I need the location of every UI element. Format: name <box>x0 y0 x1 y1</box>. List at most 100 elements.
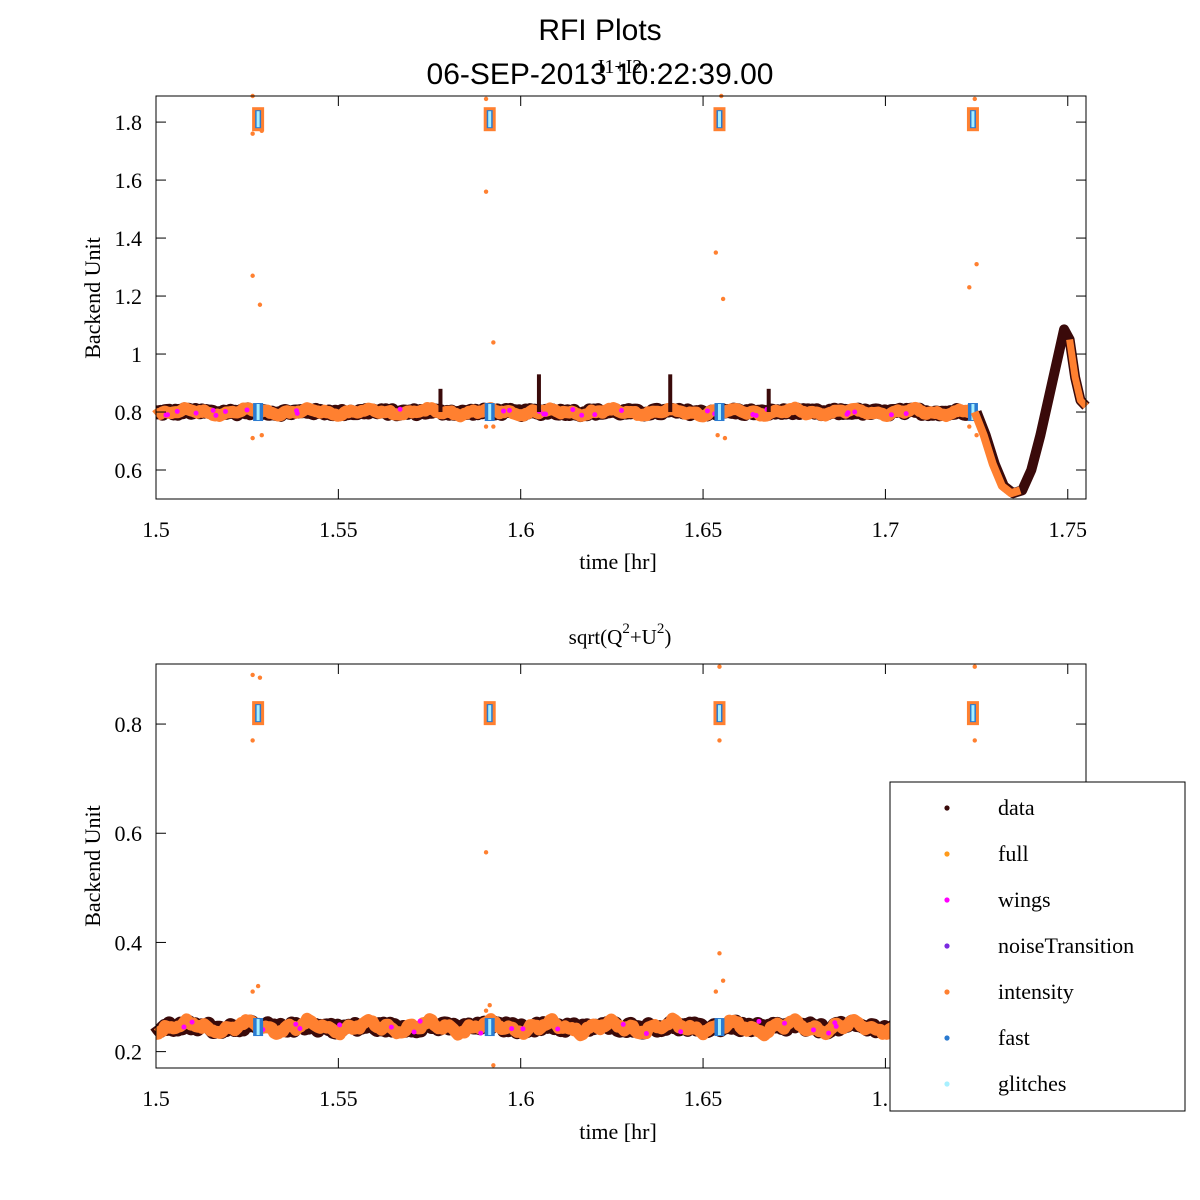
top-intensity-outlier <box>483 189 489 194</box>
top-ytick-label: 1.4 <box>115 226 143 251</box>
legend: data full wings noiseTransition intensity fas… <box>889 781 1186 1112</box>
top-wings-point <box>543 411 549 417</box>
bottom-intensity-outlier <box>487 1003 492 1008</box>
bottom-wings-point <box>782 1020 788 1026</box>
top-wings-point <box>753 412 759 418</box>
legend-marker-full <box>944 851 950 857</box>
top-intensity-outlier <box>491 340 496 345</box>
top-cal-low-glitches <box>256 404 260 421</box>
bottom-intensity-outlier <box>250 989 255 994</box>
top-xtick-label: 1.7 <box>872 517 900 542</box>
top-intensity-outlier <box>491 424 496 429</box>
bottom-intensity-outlier <box>717 951 722 956</box>
bottom-wings-point <box>417 1018 423 1024</box>
legend-marker-glitches <box>944 1081 950 1087</box>
legend-marker-fast <box>944 1035 950 1041</box>
bottom-wings-point <box>388 1024 394 1030</box>
bottom-cal-high-glitches <box>717 705 721 722</box>
bottom-xtick-label: 1.55 <box>319 1086 358 1111</box>
top-intensity-outlier <box>250 273 255 278</box>
top-wings-point <box>294 410 300 416</box>
top-intensity-outlier <box>722 435 728 441</box>
figure-title: RFI Plots <box>538 14 661 47</box>
legend-box <box>889 781 1186 1112</box>
top-cal-low-glitches <box>971 404 975 421</box>
bottom-intensity-outlier <box>717 738 722 743</box>
bottom-intensity-outlier <box>255 983 261 989</box>
bottom-wings-point <box>181 1024 187 1030</box>
top-ytick-label: 1.8 <box>115 110 143 135</box>
bottom-ytick-label: 0.8 <box>115 712 143 737</box>
top-wings-point <box>570 407 576 413</box>
top-wings-point <box>163 412 169 418</box>
bottom-cal-high-glitches <box>256 705 260 722</box>
top-wings-point <box>244 407 250 413</box>
top-intensity-outlier <box>720 296 726 302</box>
bottom-xtick-label: 1.65 <box>684 1086 723 1111</box>
panel-bottom-title: sqrt(Q2+U2) <box>569 621 672 649</box>
bottom-intensity-outlier <box>972 664 977 669</box>
bottom-cal-high-glitches <box>488 705 492 722</box>
top-xtick-label: 1.55 <box>319 517 358 542</box>
bottom-ytick-label: 0.6 <box>115 821 143 846</box>
top-intensity-band <box>152 401 981 423</box>
bottom-wings-point <box>509 1026 515 1032</box>
bottom-cal-low-glitches <box>488 1019 492 1036</box>
top-intensity-outlier <box>250 435 255 441</box>
top-ytick-label: 1.2 <box>115 284 143 309</box>
bottom-wings-point <box>520 1026 526 1032</box>
top-drift-intensity <box>970 410 1022 498</box>
bottom-xtick-label: 1.6 <box>507 1086 535 1111</box>
top-wings-point <box>903 411 909 417</box>
top-cal-low-glitches <box>488 404 492 421</box>
top-intensity-outlier <box>713 250 719 255</box>
top-wings-point <box>397 406 403 412</box>
top-wings-point <box>174 408 180 414</box>
legend-label-glitches: glitches <box>998 1071 1066 1096</box>
panel-bottom-xlabel: time [hr] <box>579 1119 657 1144</box>
panel-top-ylabel: Backend Unit <box>80 237 105 359</box>
top-ytick-label: 0.6 <box>115 458 143 483</box>
legend-label-full: full <box>998 841 1029 866</box>
bottom-ytick-label: 0.4 <box>115 930 143 955</box>
bottom-intensity-outlier <box>257 675 263 680</box>
legend-marker-data <box>944 805 950 811</box>
top-intensity-outlier <box>257 302 263 307</box>
top-wings-point <box>888 412 894 418</box>
bottom-intensity-outlier <box>250 672 255 678</box>
bottom-cal-low-glitches <box>717 1019 721 1036</box>
bottom-wings-point <box>297 1025 303 1031</box>
legend-marker-noiseTransition <box>944 943 950 949</box>
top-wings-point <box>213 412 219 418</box>
panel-top: I1+I2 1.5 1.55 1.6 1.65 1.7 1.75 0.6 0.8 1 1.2 1.4… <box>80 56 1090 574</box>
bottom-cal-high-glitches <box>971 705 975 722</box>
bottom-wings-point <box>643 1031 649 1037</box>
top-cal-high-glitches <box>717 111 721 128</box>
top-wings-point <box>618 407 624 413</box>
bottom-wings-point <box>756 1018 762 1024</box>
top-intensity-outlier <box>259 128 264 133</box>
legend-label-data: data <box>998 795 1035 820</box>
top-wings-point <box>845 410 851 416</box>
legend-marker-wings <box>944 897 950 903</box>
top-ytick-label: 0.8 <box>115 400 143 425</box>
top-cal-high-glitches <box>488 111 492 128</box>
top-wings-point <box>193 410 199 416</box>
bottom-intensity-outlier <box>250 738 255 743</box>
top-intensity-outlier <box>967 285 972 290</box>
bottom-wings-point <box>189 1019 195 1025</box>
top-intensity-outlier <box>250 131 255 136</box>
legend-label-noiseTransition: noiseTransition <box>998 933 1134 958</box>
bottom-xtick-label: 1.5 <box>142 1086 170 1111</box>
legend-label-wings: wings <box>998 887 1051 912</box>
top-intensity-outlier <box>967 424 972 429</box>
top-drift-tail-intensity <box>1066 338 1089 409</box>
top-intensity-outlier <box>972 96 977 102</box>
bottom-intensity-outlier <box>713 989 719 994</box>
top-wings-point <box>501 408 507 414</box>
bottom-ytick-label: 0.2 <box>115 1040 143 1065</box>
bottom-wings-point <box>620 1021 626 1027</box>
bottom-intensity-outlier <box>483 1008 489 1013</box>
top-cal-low-glitches <box>717 404 721 421</box>
